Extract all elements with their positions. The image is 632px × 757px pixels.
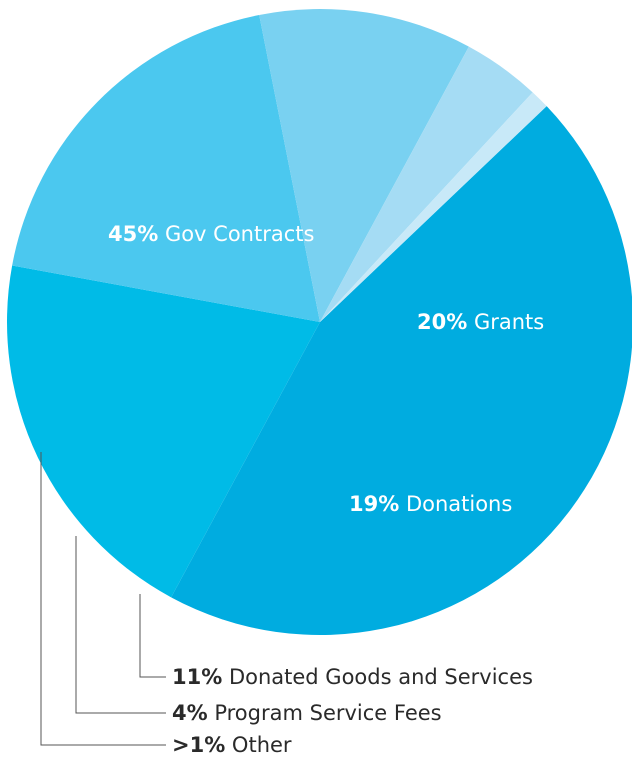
slice-label-donations: 19% Donations [349, 492, 512, 516]
slice-label-program-service-fees: 4% Program Service Fees [172, 701, 442, 725]
slice-percent: 4% [172, 701, 208, 725]
pie-slice-program-service-fees [320, 46, 533, 323]
slice-label-donated-goods-and-services: 11% Donated Goods and Services [172, 665, 533, 689]
slice-percent: 11% [172, 665, 222, 689]
slice-name: Other [225, 733, 292, 757]
leader-line-other [40, 452, 166, 746]
slice-name: Donations [399, 492, 512, 516]
slice-label-other: >1% Other [172, 733, 292, 757]
slice-name: Gov Contracts [158, 222, 314, 246]
slice-percent: 19% [349, 492, 399, 516]
slice-name: Donated Goods and Services [222, 665, 533, 689]
slice-name: Program Service Fees [208, 701, 442, 725]
slice-label-grants: 20% Grants [417, 310, 544, 334]
leader-lines [40, 452, 166, 746]
slice-label-gov-contracts: 45% Gov Contracts [108, 222, 314, 246]
slice-percent: 20% [417, 310, 467, 334]
pie-slice-other [320, 92, 547, 322]
pie-slice-donated-goods-and-services [259, 8, 469, 323]
slice-percent: 45% [108, 222, 158, 246]
pie-slice-gov-contracts [171, 106, 632, 635]
leader-line-donated-goods-and-services [139, 594, 166, 678]
slice-percent: >1% [172, 733, 225, 757]
pie-slice-donations [12, 14, 320, 323]
outside-labels: 11% Donated Goods and Services 4% Program… [172, 665, 533, 757]
inside-labels: 45% Gov Contracts 20% Grants 19% Donations [108, 222, 544, 516]
leader-line-program-service-fees [75, 536, 166, 714]
slice-name: Grants [467, 310, 544, 334]
pie-slice-grants [6, 265, 321, 598]
pie-slices [6, 8, 632, 635]
